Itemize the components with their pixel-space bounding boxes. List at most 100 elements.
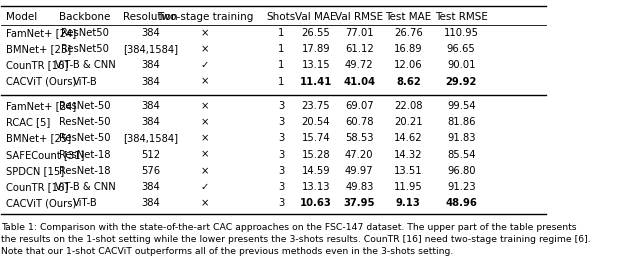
Text: 41.04: 41.04 <box>343 77 375 87</box>
Text: 13.13: 13.13 <box>301 182 330 192</box>
Text: [384,1584]: [384,1584] <box>123 133 178 143</box>
Text: FamNet+ [24]: FamNet+ [24] <box>6 28 76 38</box>
Text: 11.41: 11.41 <box>300 77 332 87</box>
Text: ResNet-50: ResNet-50 <box>60 117 111 127</box>
Text: Shots: Shots <box>267 12 296 22</box>
Text: 49.83: 49.83 <box>345 182 374 192</box>
Text: 91.23: 91.23 <box>447 182 476 192</box>
Text: 384: 384 <box>141 101 160 111</box>
Text: 16.89: 16.89 <box>394 44 422 54</box>
Text: Resolution: Resolution <box>124 12 178 22</box>
Text: 384: 384 <box>141 117 160 127</box>
Text: 58.53: 58.53 <box>345 133 374 143</box>
Text: 47.20: 47.20 <box>345 150 374 160</box>
Text: 49.72: 49.72 <box>345 60 374 70</box>
Text: ×: × <box>201 166 209 176</box>
Text: Val MAE: Val MAE <box>295 12 337 22</box>
Text: 3: 3 <box>278 101 285 111</box>
Text: Model: Model <box>6 12 37 22</box>
Text: 3: 3 <box>278 166 285 176</box>
Text: ResNet-18: ResNet-18 <box>60 166 111 176</box>
Text: 14.62: 14.62 <box>394 133 422 143</box>
Text: CACViT (Ours): CACViT (Ours) <box>6 198 77 208</box>
Text: 384: 384 <box>141 28 160 38</box>
Text: 576: 576 <box>141 166 160 176</box>
Text: 13.51: 13.51 <box>394 166 422 176</box>
Text: 11.95: 11.95 <box>394 182 422 192</box>
Text: SAFECount [31]: SAFECount [31] <box>6 150 84 160</box>
Text: FamNet+ [24]: FamNet+ [24] <box>6 101 76 111</box>
Text: 15.28: 15.28 <box>301 150 330 160</box>
Text: ×: × <box>201 150 209 160</box>
Text: 69.07: 69.07 <box>345 101 374 111</box>
Text: 61.12: 61.12 <box>345 44 374 54</box>
Text: 14.32: 14.32 <box>394 150 422 160</box>
Text: CACViT (Ours): CACViT (Ours) <box>6 77 77 87</box>
Text: 85.54: 85.54 <box>447 150 476 160</box>
Text: 384: 384 <box>141 198 160 208</box>
Text: ViT-B: ViT-B <box>73 77 97 87</box>
Text: ×: × <box>201 133 209 143</box>
Text: 384: 384 <box>141 60 160 70</box>
Text: ✓: ✓ <box>201 60 209 70</box>
Text: 49.97: 49.97 <box>345 166 374 176</box>
Text: ResNet-50: ResNet-50 <box>60 101 111 111</box>
Text: Val RMSE: Val RMSE <box>335 12 383 22</box>
Text: 3: 3 <box>278 117 285 127</box>
Text: ×: × <box>201 44 209 54</box>
Text: 26.76: 26.76 <box>394 28 422 38</box>
Text: 1: 1 <box>278 28 285 38</box>
Text: 9.13: 9.13 <box>396 198 420 208</box>
Text: ResNet50: ResNet50 <box>61 44 109 54</box>
Text: 384: 384 <box>141 77 160 87</box>
Text: ResNet-50: ResNet-50 <box>60 133 111 143</box>
Text: ResNet-18: ResNet-18 <box>60 150 111 160</box>
Text: 29.92: 29.92 <box>445 77 477 87</box>
Text: ×: × <box>201 28 209 38</box>
Text: 3: 3 <box>278 182 285 192</box>
Text: ✓: ✓ <box>201 182 209 192</box>
Text: 26.55: 26.55 <box>301 28 330 38</box>
Text: BMNet+ [25]: BMNet+ [25] <box>6 44 71 54</box>
Text: 48.96: 48.96 <box>445 198 477 208</box>
Text: 512: 512 <box>141 150 160 160</box>
Text: 3: 3 <box>278 198 285 208</box>
Text: SPDCN [15]: SPDCN [15] <box>6 166 64 176</box>
Text: 99.54: 99.54 <box>447 101 476 111</box>
Text: 3: 3 <box>278 150 285 160</box>
Text: Test RMSE: Test RMSE <box>435 12 488 22</box>
Text: 22.08: 22.08 <box>394 101 422 111</box>
Text: 77.01: 77.01 <box>345 28 374 38</box>
Text: ×: × <box>201 101 209 111</box>
Text: CounTR [16]: CounTR [16] <box>6 60 68 70</box>
Text: 13.15: 13.15 <box>301 60 330 70</box>
Text: 110.95: 110.95 <box>444 28 479 38</box>
Text: 60.78: 60.78 <box>345 117 374 127</box>
Text: 81.86: 81.86 <box>447 117 476 127</box>
Text: ResNet50: ResNet50 <box>61 28 109 38</box>
Text: 37.95: 37.95 <box>344 198 375 208</box>
Text: 3: 3 <box>278 133 285 143</box>
Text: 12.06: 12.06 <box>394 60 422 70</box>
Text: CounTR [16]: CounTR [16] <box>6 182 68 192</box>
Text: Table 1: Comparison with the state-of-the-art CAC approaches on the FSC-147 data: Table 1: Comparison with the state-of-th… <box>1 223 590 256</box>
Text: 96.80: 96.80 <box>447 166 476 176</box>
Text: 1: 1 <box>278 44 285 54</box>
Text: 17.89: 17.89 <box>301 44 330 54</box>
Text: 1: 1 <box>278 60 285 70</box>
Text: BMNet+ [25]: BMNet+ [25] <box>6 133 71 143</box>
Text: ViT-B & CNN: ViT-B & CNN <box>55 60 116 70</box>
Text: RCAC [5]: RCAC [5] <box>6 117 51 127</box>
Text: ×: × <box>201 117 209 127</box>
Text: ×: × <box>201 198 209 208</box>
Text: Test MAE: Test MAE <box>385 12 431 22</box>
Text: Two-stage training: Two-stage training <box>157 12 253 22</box>
Text: ViT-B & CNN: ViT-B & CNN <box>55 182 116 192</box>
Text: 91.83: 91.83 <box>447 133 476 143</box>
Text: 1: 1 <box>278 77 285 87</box>
Text: 8.62: 8.62 <box>396 77 420 87</box>
Text: 10.63: 10.63 <box>300 198 332 208</box>
Text: 14.59: 14.59 <box>301 166 330 176</box>
Text: 20.54: 20.54 <box>301 117 330 127</box>
Text: ViT-B: ViT-B <box>73 198 97 208</box>
